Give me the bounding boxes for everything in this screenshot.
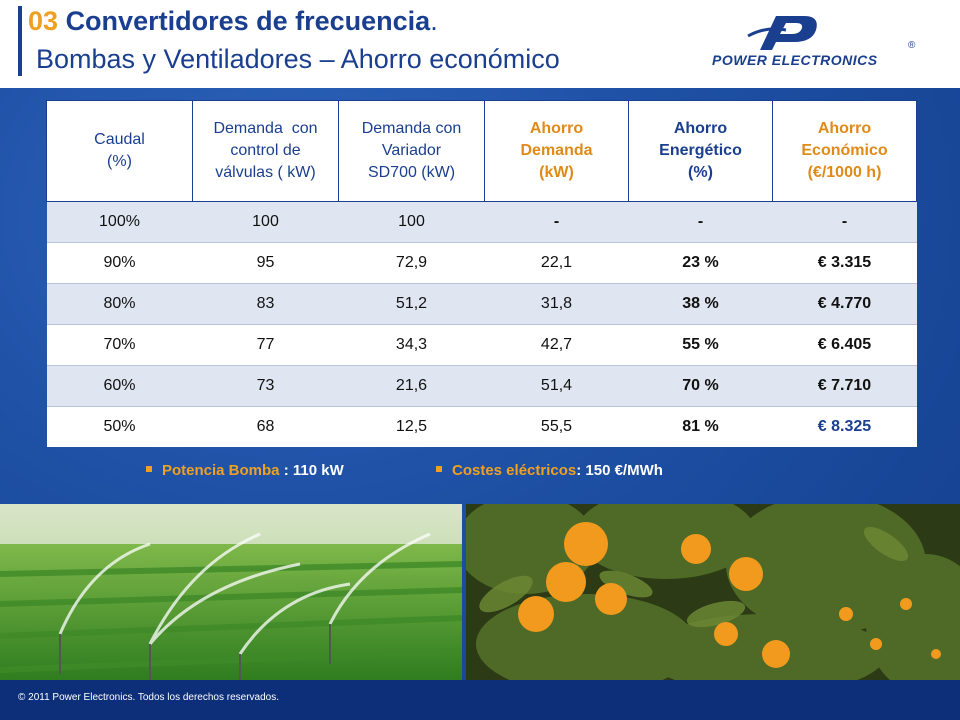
table-cell: 55,5 <box>484 406 629 447</box>
header-caudal: Caudal (%) <box>46 100 193 202</box>
table-cell: 73 <box>192 365 339 407</box>
header-ahorro-economico: Ahorro Económico (€/1000 h) <box>772 100 917 202</box>
table-cell: 95 <box>192 242 339 284</box>
table-cell: 81 % <box>628 406 773 447</box>
header-line: Demanda con <box>213 120 318 137</box>
header-line: (kW) <box>539 164 574 181</box>
table-cell: 31,8 <box>484 283 629 325</box>
table-cell: € 4.770 <box>772 283 917 325</box>
table-cell: 38 % <box>628 283 773 325</box>
title-text: Convertidores de frecuencia <box>65 6 431 36</box>
table-cell: 100 <box>192 201 339 243</box>
table-cell: - <box>628 201 773 243</box>
table-cell: 50% <box>46 406 193 447</box>
table-cell: 55 % <box>628 324 773 366</box>
logo-wordmark: POWER ELECTRONICS <box>712 52 878 68</box>
header-line: Ahorro <box>817 120 872 137</box>
table-cell: € 3.315 <box>772 242 917 284</box>
table-cell: 68 <box>192 406 339 447</box>
header-line: Ahorro <box>529 120 584 137</box>
header-line: control de <box>230 142 301 159</box>
header-line: válvulas ( kW) <box>215 164 316 181</box>
slide-footer <box>0 680 960 720</box>
irrigation-sprinklers-photo <box>0 504 462 680</box>
table-cell: 100% <box>46 201 193 243</box>
orange-tree-photo <box>466 504 960 680</box>
table-row: 50% 68 12,5 55,5 81 % € 8.325 <box>46 406 917 447</box>
registered-mark: ® <box>908 40 916 51</box>
table-cell: 80% <box>46 283 193 325</box>
bullet-icon <box>436 466 442 472</box>
header-line: Energético <box>659 142 742 159</box>
header-accent-bar <box>18 6 22 76</box>
copyright-text: © 2011 Power Electronics. Todos los dere… <box>18 692 280 703</box>
header-line: Variador <box>381 142 442 159</box>
table-cell: 21,6 <box>338 365 485 407</box>
table-row: 80% 83 51,2 31,8 38 % € 4.770 <box>46 283 917 325</box>
table-cell: 51,4 <box>484 365 629 407</box>
header-ahorro-energetico: Ahorro Energético (%) <box>628 100 773 202</box>
table-cell: 70% <box>46 324 193 366</box>
header-line: Demanda con <box>361 120 462 137</box>
header-demanda-variador: Demanda con Variador SD700 (kW) <box>338 100 485 202</box>
company-logo: POWER ELECTRONICS ® <box>712 10 922 70</box>
note-electric-cost: Costes eléctricos: 150 €/MWh <box>436 462 663 479</box>
note-label: Potencia Bomba <box>162 462 280 479</box>
header-ahorro-demanda: Ahorro Demanda (kW) <box>484 100 629 202</box>
table-row: 90% 95 72,9 22,1 23 % € 3.315 <box>46 242 917 284</box>
note-pump-power: Potencia Bomba : 110 kW <box>146 462 344 479</box>
table-row: 60% 73 21,6 51,4 70 % € 7.710 <box>46 365 917 407</box>
note-value: : 110 kW <box>279 462 344 479</box>
table-row: 100% 100 100 - - - <box>46 201 917 243</box>
header-line: (%) <box>107 153 132 170</box>
note-label: Costes eléctricos <box>452 462 577 479</box>
table-cell: € 7.710 <box>772 365 917 407</box>
table-cell: 70 % <box>628 365 773 407</box>
slide-header: 03 Convertidores de frecuencia. Bombas y… <box>0 0 960 88</box>
table-cell: € 6.405 <box>772 324 917 366</box>
table-cell: 83 <box>192 283 339 325</box>
table-cell: 22,1 <box>484 242 629 284</box>
header-line: SD700 (kW) <box>367 164 456 181</box>
table-cell-highlight: € 8.325 <box>772 406 917 447</box>
header-line: Económico <box>801 142 888 159</box>
table-cell: - <box>772 201 917 243</box>
header-demanda-valvulas: Demanda con control de válvulas ( kW) <box>192 100 339 202</box>
savings-table: Caudal (%) Demanda con control de válvul… <box>46 100 917 447</box>
note-value: : 150 €/MWh <box>576 462 663 479</box>
bullet-icon <box>146 466 152 472</box>
slide-subtitle: Bombas y Ventiladores – Ahorro económico <box>36 44 560 74</box>
slide-title: 03 Convertidores de frecuencia. <box>28 6 438 37</box>
table-cell: 60% <box>46 365 193 407</box>
header-line: (€/1000 h) <box>807 164 882 181</box>
table-cell: 90% <box>46 242 193 284</box>
header-line: (%) <box>688 164 713 181</box>
table-header-row: Caudal (%) Demanda con control de válvul… <box>46 100 917 202</box>
table-row: 70% 77 34,3 42,7 55 % € 6.405 <box>46 324 917 366</box>
table-cell: 34,3 <box>338 324 485 366</box>
table-cell: - <box>484 201 629 243</box>
table-cell: 72,9 <box>338 242 485 284</box>
power-electronics-logo-icon <box>747 16 817 50</box>
header-line: Ahorro <box>673 120 728 137</box>
table-cell: 100 <box>338 201 485 243</box>
header-line: Demanda <box>520 142 593 159</box>
table-cell: 12,5 <box>338 406 485 447</box>
header-line: Caudal <box>94 131 145 148</box>
title-dot: . <box>430 6 438 36</box>
table-cell: 42,7 <box>484 324 629 366</box>
table-cell: 77 <box>192 324 339 366</box>
table-cell: 51,2 <box>338 283 485 325</box>
title-number: 03 <box>28 6 59 36</box>
table-cell: 23 % <box>628 242 773 284</box>
